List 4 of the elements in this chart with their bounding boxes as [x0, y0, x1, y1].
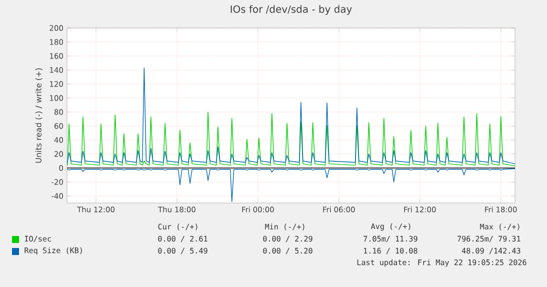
- line-series: [66, 168, 516, 202]
- chart-title: IOs for /dev/sda - by day: [230, 5, 352, 15]
- line-series: [66, 68, 516, 164]
- line-series: [66, 112, 516, 166]
